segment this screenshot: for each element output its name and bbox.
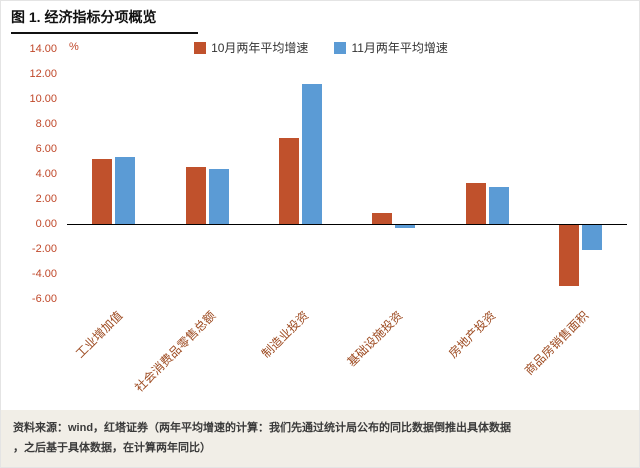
y-tick-label: -6.00 — [31, 293, 57, 305]
source-footer: 资料来源：wind，红塔证券（两年平均增速的计算：我们先通过统计局公布的同比数据… — [1, 410, 639, 467]
y-tick-label: -4.00 — [31, 268, 57, 280]
x-axis-category-label: 房地产投资 — [445, 308, 499, 361]
legend-label-october: 10月两年平均增速 — [211, 41, 309, 55]
source-line-2: ，之后基于具体数据，在计算两年同比） — [13, 441, 211, 454]
bar — [115, 156, 136, 224]
bar — [488, 186, 509, 224]
bar — [278, 137, 299, 224]
x-axis-category-label: 工业增加值 — [72, 308, 125, 361]
bar — [465, 182, 486, 224]
bar — [208, 169, 229, 224]
y-tick-label: 4.00 — [35, 168, 57, 180]
legend-swatch-october — [194, 41, 207, 54]
y-tick-label: 8.00 — [35, 118, 57, 130]
y-tick-label: 2.00 — [35, 193, 57, 205]
bar — [372, 212, 393, 224]
y-axis-unit-label: % — [69, 41, 79, 53]
y-tick-label: -2.00 — [31, 243, 57, 255]
legend-label-november: 11月两年平均增速 — [351, 41, 448, 55]
y-tick-label: 6.00 — [35, 143, 57, 155]
chart-title: 图 1. 经济指标分项概览 — [11, 7, 199, 34]
legend-item-november: 11月两年平均增速 — [334, 39, 448, 56]
bar-chart: 10月两年平均增速 11月两年平均增速 14.00 12.00 10.00 8.00 6… — [11, 41, 631, 411]
title-wrap: 图 1. 经济指标分项概览 — [11, 7, 199, 34]
bar — [301, 84, 322, 224]
plot-area: % — [67, 41, 627, 299]
bar — [92, 159, 113, 224]
bar — [558, 225, 579, 287]
bar — [581, 225, 602, 250]
y-tick-label: 14.00 — [29, 43, 57, 55]
y-axis: 14.00 12.00 10.00 8.00 6.00 4.00 2.00 0.00 -2.00… — [11, 43, 61, 305]
source-line-1: 资料来源：wind，红塔证券（两年平均增速的计算：我们先通过统计局公布的同比数据… — [13, 422, 512, 434]
y-tick-label: 0.00 — [35, 218, 57, 230]
legend-item-october: 10月两年平均增速 — [194, 39, 308, 56]
x-axis-category-label: 基础设施投资 — [344, 308, 405, 370]
y-tick-label: 10.00 — [29, 93, 57, 105]
x-axis-line — [67, 224, 627, 225]
x-axis-category-label: 制造业投资 — [259, 308, 312, 361]
x-axis-category-label: 商品房销售面积 — [522, 308, 592, 378]
legend: 10月两年平均增速 11月两年平均增速 — [11, 39, 631, 56]
bar — [395, 225, 416, 228]
x-axis-category-label: 社会消费品零售总额 — [132, 308, 219, 395]
legend-swatch-november — [334, 41, 347, 54]
bar — [185, 166, 206, 224]
y-tick-label: 12.00 — [29, 68, 57, 80]
x-axis-labels: 工业增加值 社会消费品零售总额 制造业投资 基础设施投资 房地产投资 商品房销售面积 — [67, 303, 627, 411]
